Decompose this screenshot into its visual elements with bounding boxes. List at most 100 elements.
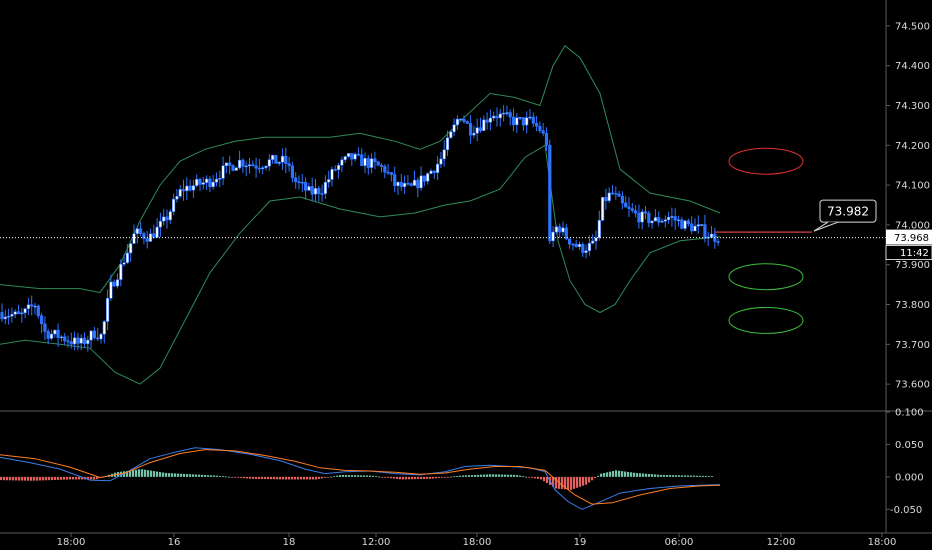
candle-down bbox=[521, 117, 525, 126]
histogram-bar bbox=[552, 476, 555, 487]
candle-down bbox=[495, 115, 499, 119]
histogram-bar bbox=[651, 474, 654, 477]
candle-up bbox=[89, 330, 93, 341]
histogram-bar bbox=[195, 474, 198, 477]
histogram-bar bbox=[522, 476, 525, 477]
candle-down bbox=[647, 212, 651, 224]
time-tick-label: 18:00 bbox=[57, 537, 86, 548]
histogram-bar bbox=[528, 476, 531, 478]
candle-up bbox=[492, 115, 496, 119]
callout-box bbox=[819, 199, 877, 223]
histogram-bar bbox=[294, 476, 297, 480]
histogram-bar bbox=[420, 476, 423, 480]
candle-down bbox=[541, 130, 545, 134]
candle-down bbox=[36, 305, 40, 317]
indicator-tick-label: 0.050 bbox=[895, 440, 924, 451]
histogram-bar bbox=[210, 475, 213, 477]
candle-down bbox=[478, 127, 483, 132]
candle-up bbox=[591, 240, 595, 244]
histogram-bar bbox=[306, 476, 309, 480]
candle-up bbox=[155, 226, 159, 238]
histogram-bar bbox=[12, 476, 15, 481]
histogram-bar bbox=[126, 470, 129, 477]
candle-down bbox=[567, 238, 572, 245]
candle-up bbox=[640, 211, 644, 223]
candle-up bbox=[419, 175, 423, 189]
candle-down bbox=[416, 179, 420, 189]
candle-down bbox=[468, 123, 473, 136]
histogram-bar bbox=[30, 476, 33, 481]
candle-up bbox=[435, 163, 440, 174]
histogram-bar bbox=[51, 476, 54, 481]
histogram-bar bbox=[261, 476, 264, 480]
histogram-bar bbox=[72, 476, 75, 480]
candle-down bbox=[290, 165, 295, 179]
candle-up bbox=[429, 170, 433, 174]
candle-down bbox=[254, 165, 258, 169]
candle-up bbox=[201, 182, 205, 185]
histogram-bar bbox=[660, 474, 663, 477]
ellipse-3[interactable] bbox=[728, 306, 804, 334]
histogram-bar bbox=[9, 476, 12, 481]
indicator-tick-label: 0.100 bbox=[895, 408, 924, 419]
time-axis[interactable]: 18:00 16 18 12:00 18:00 19 06:00 12:00 18:00 bbox=[57, 533, 897, 548]
price-tick-label: 73.900 bbox=[895, 260, 930, 271]
histogram-bar bbox=[693, 475, 696, 477]
candle-down bbox=[716, 241, 720, 243]
candle-up bbox=[561, 227, 565, 233]
candle-up bbox=[211, 181, 215, 188]
price-axis[interactable]: 74.50074.40074.30074.20074.10074.00073.9… bbox=[886, 21, 930, 391]
histogram-bar bbox=[297, 476, 300, 480]
candle-down bbox=[379, 165, 384, 167]
candle-up bbox=[369, 158, 374, 168]
candle-up bbox=[449, 131, 453, 139]
histogram-bar bbox=[417, 476, 420, 480]
ellipse-1[interactable] bbox=[728, 147, 804, 175]
pane-divider[interactable] bbox=[0, 0, 932, 534]
histogram-bar bbox=[135, 469, 138, 477]
histogram-bar bbox=[363, 475, 366, 477]
histogram-bar bbox=[138, 469, 141, 477]
candle-down bbox=[39, 315, 44, 325]
candle-down bbox=[571, 243, 575, 246]
candle-up bbox=[554, 226, 558, 233]
candle-down bbox=[297, 181, 301, 184]
histogram-bar bbox=[267, 476, 270, 480]
candle-up bbox=[162, 216, 166, 222]
ellipse-2[interactable] bbox=[728, 263, 804, 291]
candle-down bbox=[657, 217, 661, 223]
candle-up bbox=[175, 196, 179, 200]
histogram-bar bbox=[339, 475, 342, 477]
histogram-bar bbox=[225, 476, 228, 478]
histogram-bar bbox=[177, 473, 180, 477]
macd-line bbox=[0, 447, 721, 510]
candle-up bbox=[247, 164, 252, 167]
candle-down bbox=[703, 224, 707, 238]
candle-down bbox=[208, 178, 212, 188]
candle-up bbox=[699, 224, 704, 226]
histogram-bar bbox=[234, 476, 237, 478]
candle-up bbox=[3, 316, 7, 320]
histogram-bar bbox=[492, 474, 495, 477]
candle-up bbox=[86, 339, 90, 345]
candle-up bbox=[106, 298, 110, 322]
indicator-axis[interactable]: 0.100 0.050 0.000 -0.050 bbox=[886, 408, 924, 516]
candle-down bbox=[627, 206, 631, 209]
candle-up bbox=[79, 337, 83, 344]
histogram-bar bbox=[393, 476, 396, 479]
histogram-bar bbox=[129, 470, 132, 477]
candle-down bbox=[686, 220, 690, 225]
candle-down bbox=[548, 144, 552, 242]
histogram-bar bbox=[525, 476, 528, 478]
bollinger-bands bbox=[0, 45, 721, 385]
candle-up bbox=[307, 186, 311, 191]
drawn-ellipses[interactable] bbox=[728, 147, 804, 334]
histogram-bar bbox=[435, 476, 438, 479]
candle-down bbox=[409, 183, 413, 186]
histogram-bar bbox=[270, 476, 273, 480]
histogram-bar bbox=[156, 471, 159, 477]
price-callout[interactable]: 73.982 bbox=[813, 199, 877, 232]
current-price-tag-bg bbox=[886, 229, 932, 245]
candle-down bbox=[139, 228, 143, 234]
